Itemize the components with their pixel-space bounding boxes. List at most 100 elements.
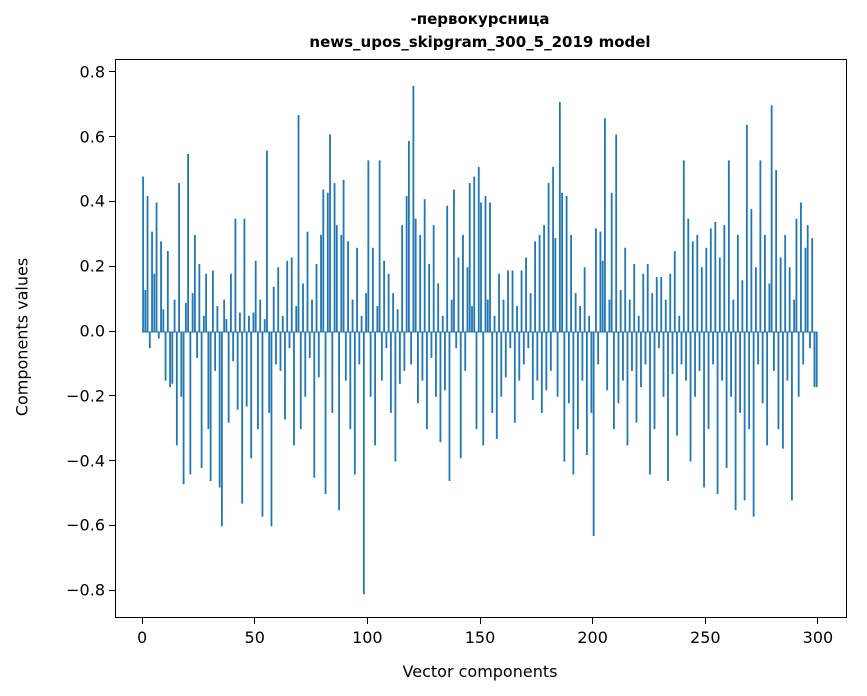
bar [398,332,401,384]
bar [414,218,417,333]
bar [326,192,329,333]
bar [290,257,293,333]
bar [660,276,663,333]
bar [198,264,201,333]
bar [412,85,415,333]
bar [502,299,505,333]
bar [408,140,410,333]
bar [196,332,199,358]
bar [637,315,640,333]
bar [768,283,771,333]
bar [205,273,208,333]
bar [286,260,289,333]
bar [394,332,397,462]
bar [304,332,307,397]
bar [667,332,669,481]
bar [193,234,196,333]
bars-canvas [142,85,818,595]
bar [610,192,613,333]
bar [236,332,239,410]
bar [430,332,433,358]
bar [770,105,773,333]
bar [757,332,760,365]
bar [520,270,523,333]
bar [806,225,809,333]
bar [338,332,340,511]
y-tick-label: −0.4 [66,451,105,471]
bar [329,134,331,333]
bar [173,299,176,333]
bar [293,332,295,446]
bar [268,332,271,413]
bar [441,315,444,333]
bar [804,247,807,333]
bar [563,332,566,462]
bar [489,202,491,333]
bar [597,332,600,365]
bar [317,332,320,378]
bar [281,315,284,333]
chart-title: -первокурсница news_upos_skipgram_300_5_… [115,8,845,53]
bar [782,332,784,449]
bar [180,332,183,397]
y-tick-mark [109,265,115,267]
bar [446,205,449,333]
bar [376,306,379,333]
bar [435,332,437,397]
bar [160,241,162,333]
bar [572,332,575,475]
x-tick-label: 300 [802,628,834,647]
bar [486,299,489,333]
bar [664,299,667,333]
bar [640,332,642,388]
bar [439,332,442,443]
zero-baseline [142,331,818,333]
bar [191,293,194,333]
bar [184,302,187,333]
bar [676,332,678,436]
bar [592,332,595,537]
bar [750,208,753,333]
bar [527,332,530,349]
bar [396,309,399,333]
bar [315,264,318,333]
bar [453,189,455,333]
bar [516,306,518,333]
bar [549,332,552,371]
bar [351,299,354,333]
bar [257,332,259,430]
bar [617,332,620,404]
bar [369,332,372,397]
bar [511,270,514,333]
bar [322,189,325,333]
bar [628,299,631,333]
bar [421,332,424,381]
bar [477,166,480,333]
x-tick-mark [479,618,481,624]
bar [308,332,311,358]
bar [383,260,386,333]
bar [727,160,730,333]
bar [698,332,701,371]
bar [313,332,316,478]
bar [536,332,539,381]
bar [642,273,645,333]
bar [631,332,633,371]
bar [225,319,228,333]
bar [187,153,189,333]
bar [712,332,714,365]
x-axis-label: Vector components [402,662,558,681]
bar [619,289,622,333]
bar [493,315,496,333]
bar [509,332,512,349]
bar [482,332,485,446]
bar [606,332,609,391]
bar [531,332,534,401]
bar [259,299,262,333]
bar [813,332,816,388]
bar [254,260,257,333]
bar [730,332,732,397]
x-tick-label: 150 [464,628,496,647]
bar [644,332,647,365]
x-tick-label: 50 [244,628,265,647]
